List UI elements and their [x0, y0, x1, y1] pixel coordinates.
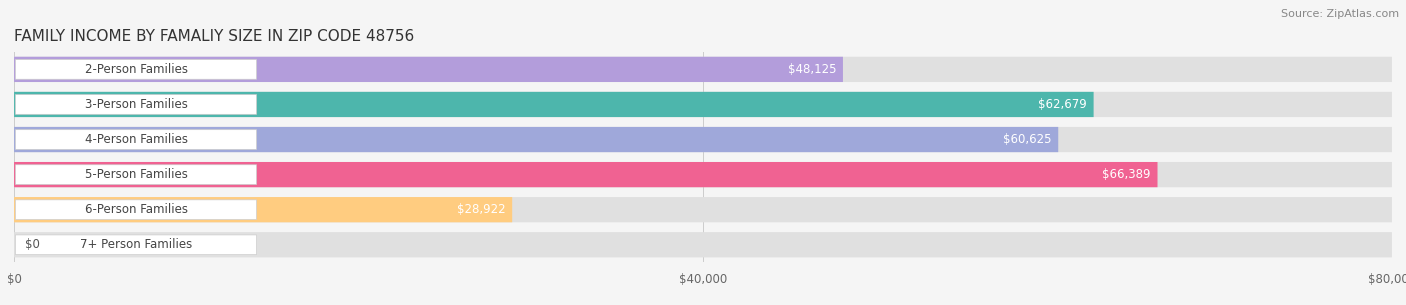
Text: $28,922: $28,922	[457, 203, 505, 216]
FancyBboxPatch shape	[15, 59, 256, 79]
Text: $48,125: $48,125	[787, 63, 837, 76]
FancyBboxPatch shape	[15, 200, 256, 220]
FancyBboxPatch shape	[14, 232, 1392, 257]
Text: 3-Person Families: 3-Person Families	[84, 98, 187, 111]
Text: 7+ Person Families: 7+ Person Families	[80, 238, 193, 251]
FancyBboxPatch shape	[14, 162, 1157, 187]
FancyBboxPatch shape	[14, 127, 1392, 152]
Text: $60,625: $60,625	[1002, 133, 1052, 146]
FancyBboxPatch shape	[14, 92, 1392, 117]
FancyBboxPatch shape	[14, 57, 1392, 82]
Text: $66,389: $66,389	[1102, 168, 1150, 181]
Text: 4-Person Families: 4-Person Families	[84, 133, 187, 146]
FancyBboxPatch shape	[14, 197, 512, 222]
Text: 2-Person Families: 2-Person Families	[84, 63, 187, 76]
FancyBboxPatch shape	[14, 127, 1059, 152]
Text: 5-Person Families: 5-Person Families	[84, 168, 187, 181]
FancyBboxPatch shape	[15, 165, 256, 185]
Text: $62,679: $62,679	[1038, 98, 1087, 111]
Text: $0: $0	[25, 238, 39, 251]
Text: Source: ZipAtlas.com: Source: ZipAtlas.com	[1281, 9, 1399, 19]
FancyBboxPatch shape	[14, 197, 1392, 222]
Text: 6-Person Families: 6-Person Families	[84, 203, 187, 216]
Text: FAMILY INCOME BY FAMALIY SIZE IN ZIP CODE 48756: FAMILY INCOME BY FAMALIY SIZE IN ZIP COD…	[14, 29, 415, 44]
FancyBboxPatch shape	[14, 57, 844, 82]
FancyBboxPatch shape	[14, 162, 1392, 187]
FancyBboxPatch shape	[15, 130, 256, 149]
FancyBboxPatch shape	[15, 235, 256, 255]
FancyBboxPatch shape	[15, 95, 256, 114]
FancyBboxPatch shape	[14, 92, 1094, 117]
